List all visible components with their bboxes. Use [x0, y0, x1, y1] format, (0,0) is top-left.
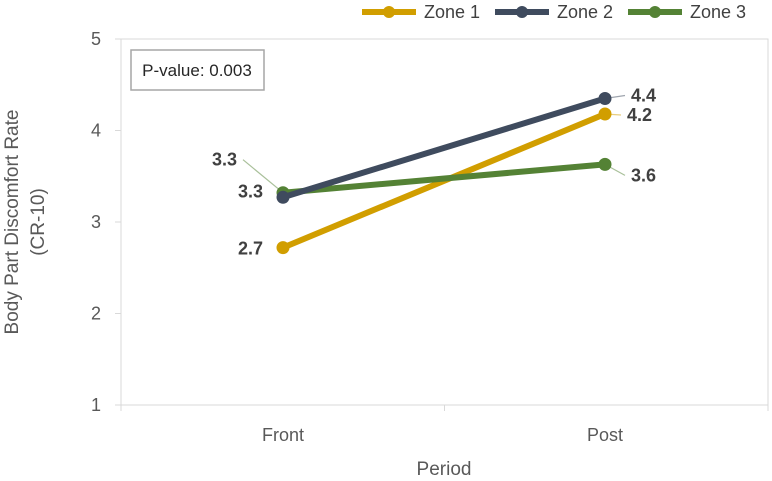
data-labels: 2.7 4.2 3.3 4.4 3.3 3.6 [212, 85, 656, 258]
zone-2-data-label: 4.4 [631, 85, 656, 105]
series-lines [276, 91, 612, 255]
zone-3-data-label: 3.6 [631, 165, 656, 185]
zone-2-legend-label: Zone 2 [557, 2, 613, 22]
p-value-box [130, 49, 265, 91]
zone-1-legend-label: Zone 1 [424, 2, 480, 22]
y-tick-label: 5 [91, 29, 101, 49]
zone-3-legend-marker [649, 6, 661, 18]
zone-1-legend-marker [383, 6, 395, 18]
x-tick-label: Post [587, 425, 623, 445]
zone-2-line [280, 95, 608, 201]
zone-2-marker [276, 190, 290, 204]
y-tick-label: 1 [91, 395, 101, 415]
y-tick-label: 4 [91, 121, 101, 141]
x-axis-title: Period [417, 459, 472, 480]
y-axis-title-line-1: Body Part Discomfort Rate [2, 110, 23, 335]
zone-3-label-leader [242, 159, 284, 194]
legend: Zone 1 Zone 2 Zone 3 [362, 2, 746, 22]
y-axis-title-line-2: (CR-10) [28, 188, 49, 256]
zone-1-marker [598, 107, 612, 121]
p-value-text: P-value: 0.003 [142, 61, 252, 80]
zone-3-line [280, 161, 608, 196]
axis-ticks: 1 2 3 4 5 Front Post [91, 29, 769, 445]
zone-1-data-label: 4.2 [627, 105, 652, 125]
y-tick-label: 2 [91, 304, 101, 324]
plot-area [120, 38, 769, 406]
x-tick-label: Front [262, 425, 304, 445]
p-value-annotation: P-value: 0.003 [130, 49, 265, 91]
zone-3-legend-label: Zone 3 [690, 2, 746, 22]
zone-2-legend-marker [516, 6, 528, 18]
zone-1-data-label: 2.7 [238, 239, 263, 259]
zone-2-marker [598, 91, 612, 105]
zone-2-data-label: 3.3 [238, 181, 263, 201]
zone-3-data-label: 3.3 [212, 150, 237, 170]
y-tick-label: 3 [91, 212, 101, 232]
zone-1-marker [276, 241, 290, 255]
zone-3-marker [598, 157, 612, 171]
